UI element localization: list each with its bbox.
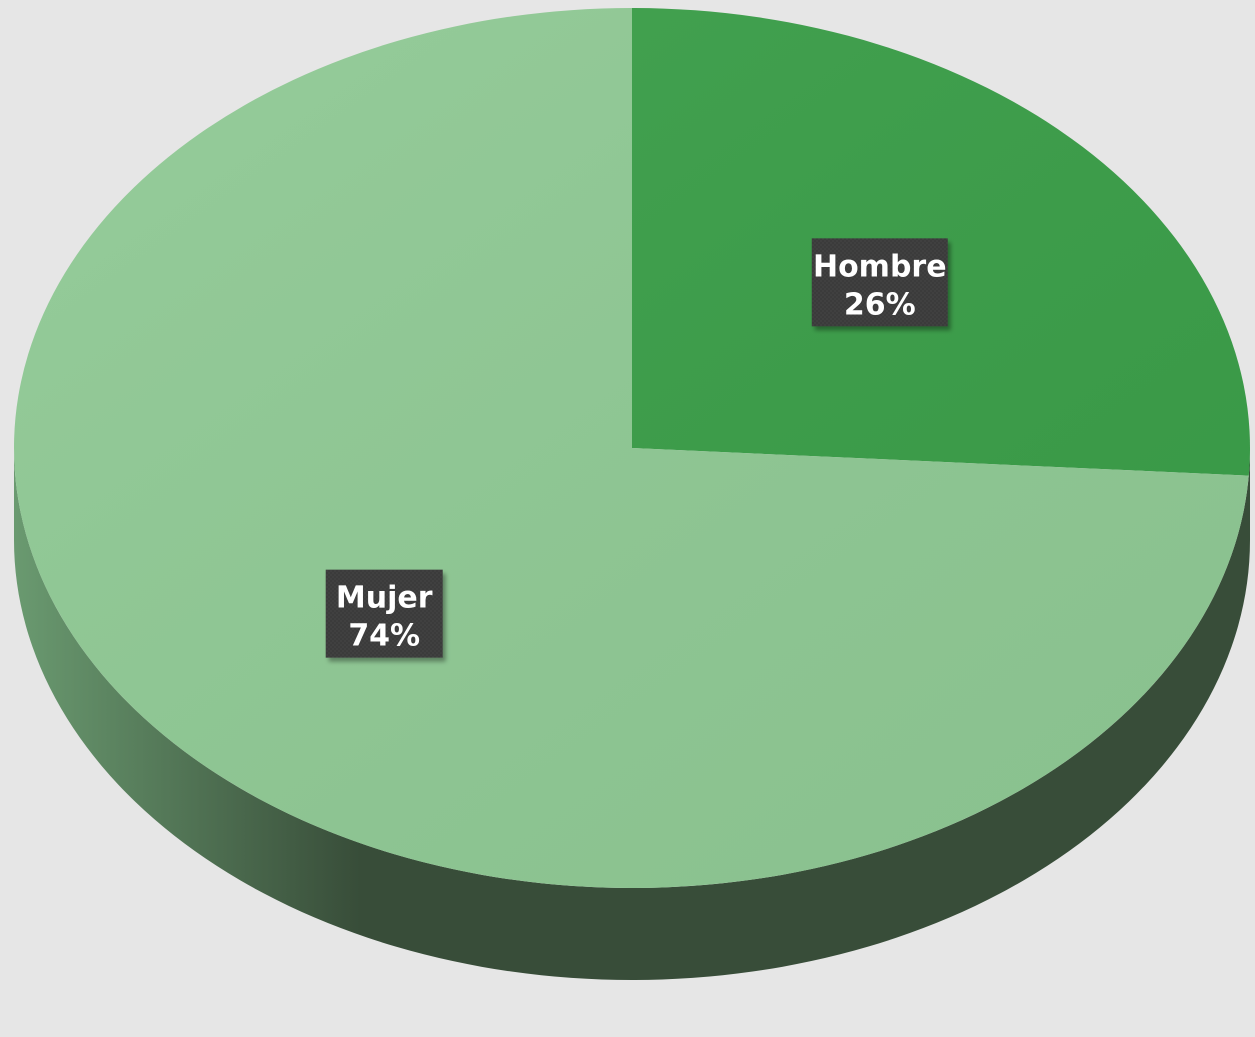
data-label-box	[325, 569, 443, 658]
data-label-category: Mujer	[336, 581, 433, 616]
pie-top-face	[13, 8, 1250, 889]
data-label-box	[811, 238, 948, 327]
pie-side-wall	[14, 448, 1250, 980]
data-label-category: Hombre	[813, 249, 947, 284]
pie-side-wall-shape	[14, 448, 1250, 980]
data-label-value: 74%	[348, 619, 420, 654]
data-label-value: 26%	[844, 287, 916, 322]
pie-top-shading	[14, 8, 1250, 888]
